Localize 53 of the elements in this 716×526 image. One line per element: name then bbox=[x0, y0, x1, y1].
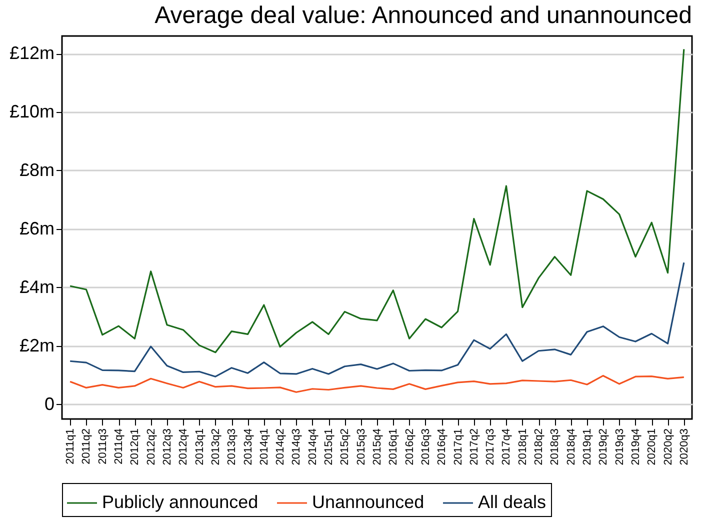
x-tick-label: 2013q1 bbox=[194, 428, 206, 466]
x-tick-label: 2014q4 bbox=[306, 428, 319, 466]
x-tick-label: 2015q3 bbox=[355, 428, 368, 466]
x-tick-label: 2019q1 bbox=[582, 428, 594, 466]
x-tick-label: 2012q2 bbox=[145, 428, 158, 466]
y-tick-label: £2m bbox=[19, 335, 54, 356]
x-tick-label: 2017q4 bbox=[500, 428, 513, 466]
x-tick-label: 2016q2 bbox=[404, 428, 416, 466]
x-tick-label: 2016q3 bbox=[420, 428, 432, 466]
x-tick-label: 2018q1 bbox=[516, 428, 529, 466]
x-tick-label: 2011q3 bbox=[96, 428, 109, 464]
x-tick-label: 2016q1 bbox=[388, 428, 400, 466]
x-tick-label: 2015q2 bbox=[339, 428, 352, 466]
y-tick-label: £10m bbox=[9, 102, 54, 122]
x-tick-label: 2018q4 bbox=[565, 428, 578, 466]
y-tick-label: £8m bbox=[19, 160, 54, 180]
x-tick-label: 2013q3 bbox=[226, 428, 238, 466]
legend-label: Unannounced bbox=[312, 492, 424, 512]
x-tick-label: 2019q2 bbox=[598, 428, 610, 466]
line-series bbox=[69, 262, 685, 378]
y-tick-label: £12m bbox=[9, 43, 54, 64]
x-tick-label: 2017q3 bbox=[484, 428, 497, 466]
x-tick-label: 2014q1 bbox=[258, 428, 270, 466]
x-tick-label: 2014q2 bbox=[274, 428, 287, 466]
x-tick-label: 2019q4 bbox=[630, 428, 642, 466]
x-tick-label: 2013q4 bbox=[242, 428, 254, 466]
x-tick-label: 2013q2 bbox=[210, 428, 222, 466]
x-tick-label: 2011q4 bbox=[113, 428, 126, 464]
x-tick-label: 2018q3 bbox=[549, 428, 562, 466]
y-tick-label: 0 bbox=[44, 394, 54, 414]
x-tick-label: 2017q2 bbox=[468, 428, 480, 466]
line-series bbox=[69, 48, 685, 354]
x-tick-label: 2020q1 bbox=[646, 428, 658, 466]
x-tick-label: 2016q4 bbox=[436, 428, 448, 466]
x-tick-label: 2014q3 bbox=[290, 428, 303, 466]
line-series bbox=[69, 374, 685, 393]
x-tick-label: 2012q4 bbox=[178, 428, 190, 466]
y-tick-label: £6m bbox=[19, 218, 54, 238]
legend-label: All deals bbox=[478, 492, 546, 512]
x-tick-label: 2017q1 bbox=[452, 428, 464, 466]
chart-title: Average deal value: Announced and unannounced bbox=[154, 2, 692, 29]
x-tick-label: 2015q1 bbox=[323, 428, 336, 466]
x-tick-label: 2015q4 bbox=[372, 428, 384, 466]
legend-label: Publicly announced bbox=[102, 492, 258, 512]
x-tick-label: 2012q3 bbox=[162, 428, 174, 466]
x-tick-label: 2011q1 bbox=[64, 428, 77, 464]
x-tick-label: 2018q2 bbox=[533, 428, 546, 466]
x-tick-label: 2020q2 bbox=[662, 428, 674, 466]
x-tick-label: 2011q2 bbox=[80, 428, 93, 464]
x-tick-label: 2012q1 bbox=[129, 428, 142, 466]
x-tick-label: 2019q3 bbox=[614, 428, 626, 466]
y-tick-label: £4m bbox=[19, 276, 54, 297]
x-tick-label: 2020q3 bbox=[678, 428, 690, 466]
